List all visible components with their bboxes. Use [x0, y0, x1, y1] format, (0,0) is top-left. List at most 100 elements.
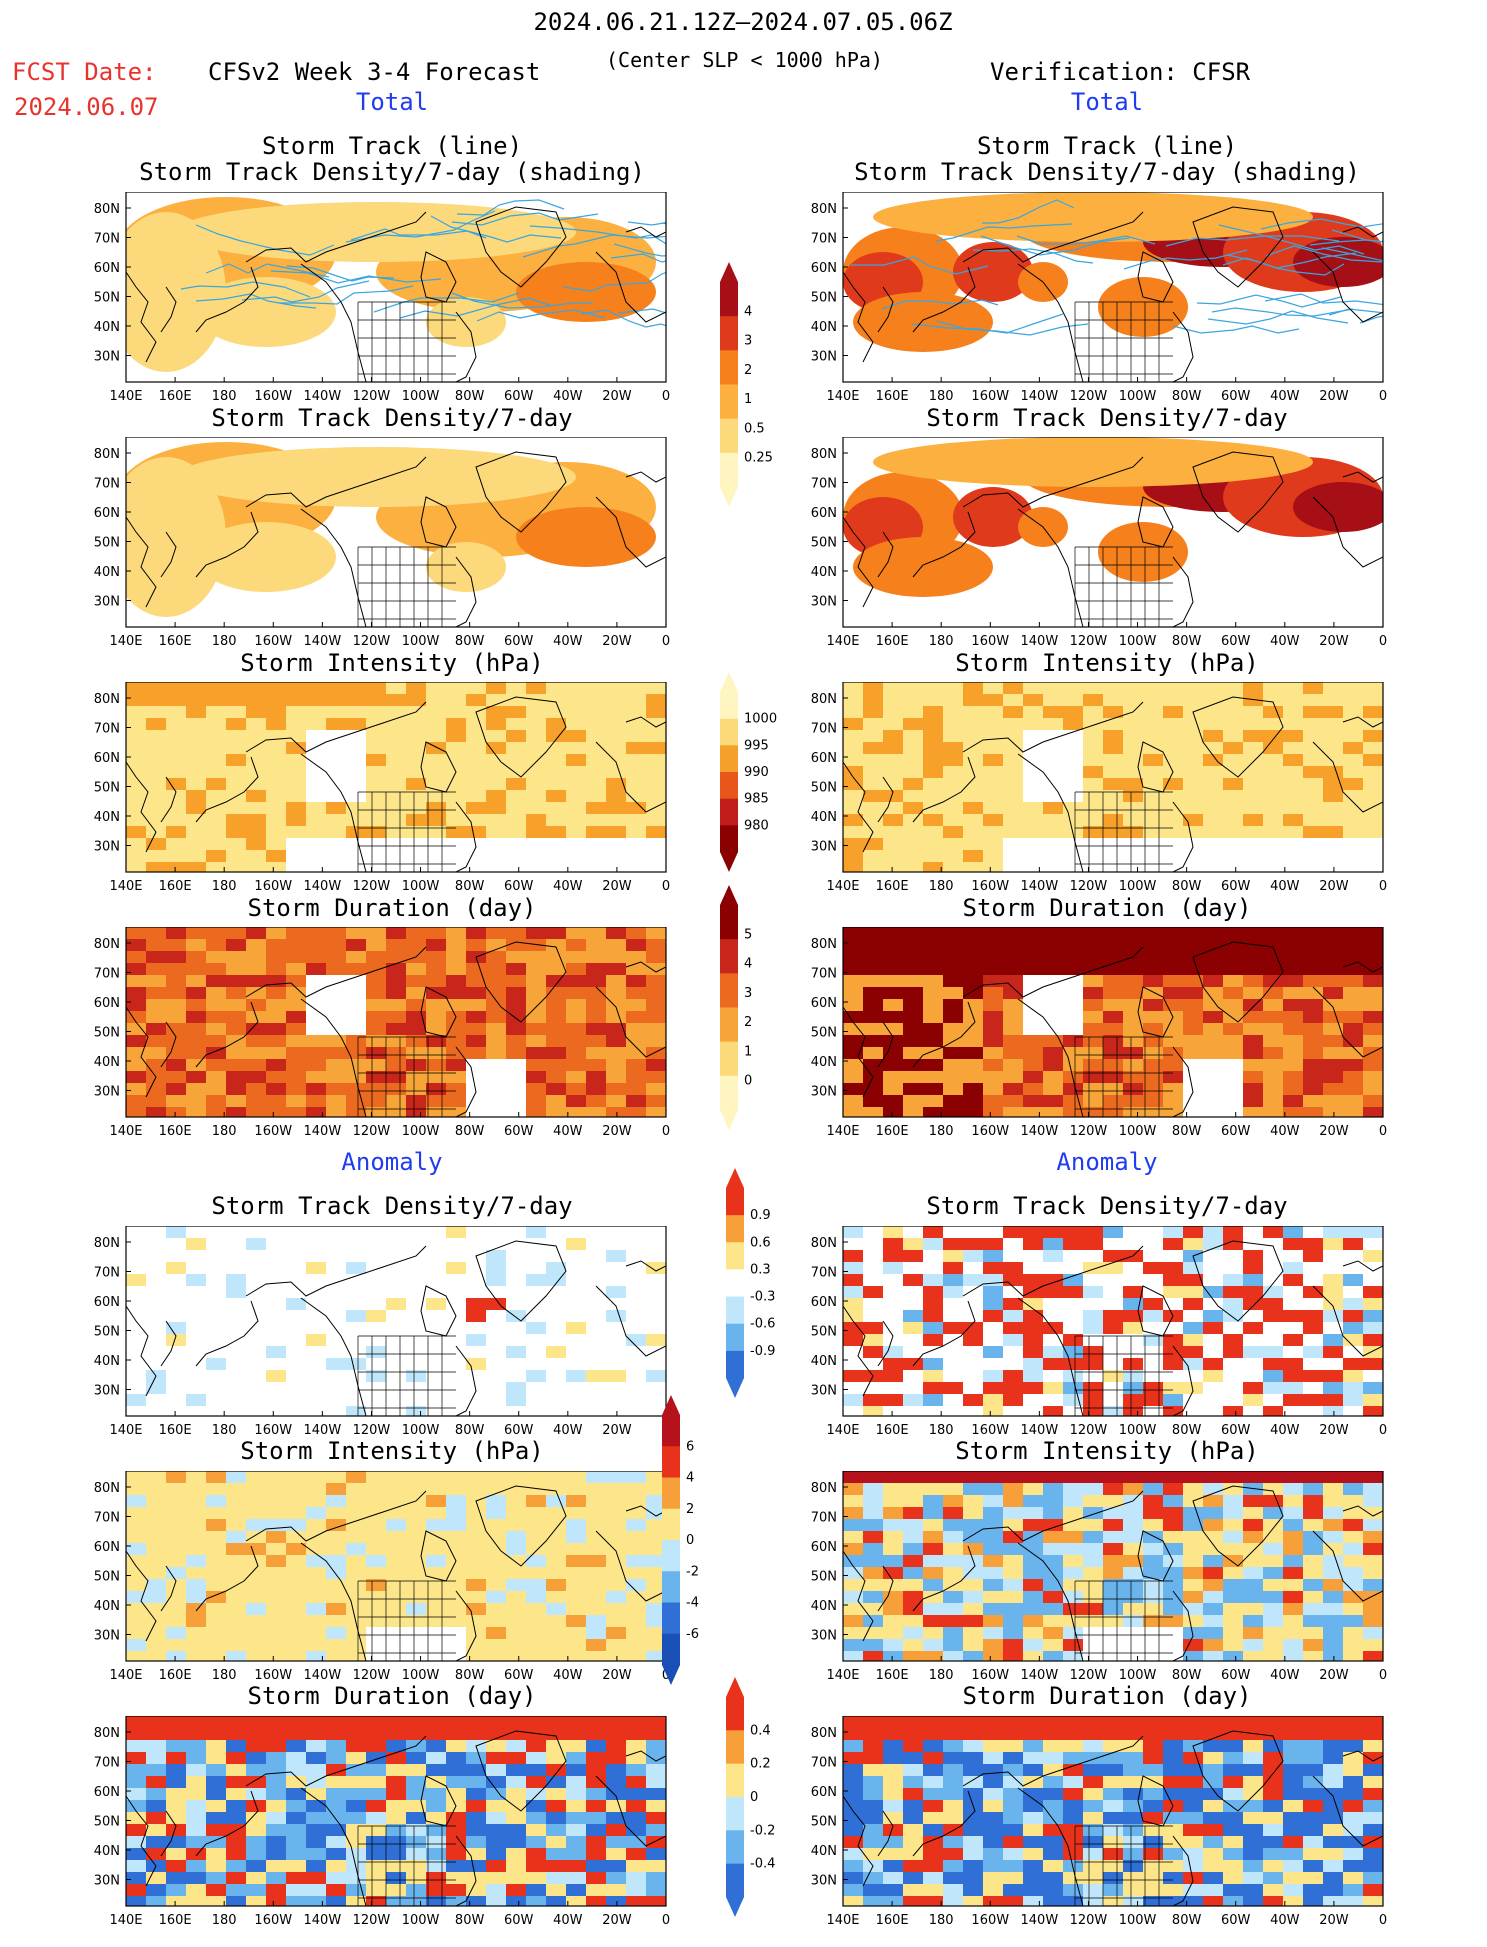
grid-cell: [306, 1860, 326, 1872]
grid-cell: [1163, 1083, 1183, 1095]
grid-cell: [466, 1035, 486, 1047]
grid-cell: [963, 1071, 983, 1083]
grid-cell: [466, 1579, 486, 1591]
lon-tick-label: 140W: [304, 879, 342, 894]
grid-cell: [426, 814, 446, 826]
lat-tick-label: 80N: [811, 1236, 837, 1251]
grid-cell: [1243, 1896, 1263, 1906]
grid-cell: [1343, 1382, 1363, 1394]
grid-cell: [1283, 814, 1303, 826]
grid-cell: [446, 1896, 466, 1906]
grid-cell: [626, 1011, 646, 1023]
grid-cell: [546, 1824, 566, 1836]
grid-cell: [1163, 975, 1183, 987]
grid-cell: [646, 939, 666, 951]
grid-cell: [883, 1047, 903, 1059]
grid-cell: [1363, 1603, 1383, 1615]
grid-cell: [1083, 975, 1103, 987]
grid-cell: [843, 790, 863, 802]
grid-cell: [1203, 1047, 1223, 1059]
grid-cell: [1123, 1483, 1143, 1495]
grid-cell: [246, 1860, 266, 1872]
grid-cell: [1363, 790, 1383, 802]
grid-cell: [286, 1764, 306, 1776]
grid-cell: [983, 1346, 1003, 1358]
grid-cell: [863, 1035, 883, 1047]
grid-cell: [266, 987, 286, 999]
grid-cell: [1003, 1310, 1023, 1322]
storm-track-line: [195, 293, 317, 309]
grid-cell: [1123, 1471, 1143, 1483]
grid-cell: [1363, 1800, 1383, 1812]
grid-cell: [883, 1370, 903, 1382]
grid-cell: [983, 706, 1003, 718]
grid-cell: [1083, 802, 1103, 814]
grid-cell: [206, 1872, 226, 1884]
grid-cell: [1223, 1716, 1243, 1728]
grid-cell: [266, 1615, 286, 1627]
density-blob: [516, 262, 656, 322]
grid-cell: [186, 1860, 206, 1872]
grid-cell: [126, 1519, 146, 1531]
lon-tick-label: 80W: [1172, 389, 1202, 404]
grid-cell: [646, 1776, 666, 1788]
grid-cell: [1223, 1812, 1243, 1824]
grid-cell: [326, 951, 346, 963]
storm-track-line: [1328, 308, 1383, 316]
lon-tick-label: 60W: [504, 389, 534, 404]
grid-cell: [306, 1059, 326, 1071]
grid-cell: [586, 1023, 606, 1035]
grid-cell: [883, 1495, 903, 1507]
grid-cell: [246, 1107, 266, 1117]
grid-cell: [1323, 987, 1343, 999]
grid-cell: [146, 754, 166, 766]
grid-cell: [1243, 1083, 1263, 1095]
grid-cell: [426, 1896, 446, 1906]
grid-cell: [1063, 1519, 1083, 1531]
grid-cell: [626, 1579, 646, 1591]
grid-cell: [923, 1023, 943, 1035]
grid-cell: [1103, 1800, 1123, 1812]
grid-cell: [206, 1752, 226, 1764]
grid-cell: [843, 1591, 863, 1603]
grid-cell: [626, 1603, 646, 1615]
grid-cell: [486, 1836, 506, 1848]
grid-cell: [226, 1716, 246, 1728]
grid-cell: [1103, 1406, 1123, 1416]
map-frame: [842, 1226, 1384, 1417]
grid-cell: [366, 1483, 386, 1495]
grid-cell: [1203, 1358, 1223, 1370]
grid-cell: [1303, 1836, 1323, 1848]
grid-cell: [1363, 1764, 1383, 1776]
grid-cell: [286, 1035, 306, 1047]
coastline: [877, 1565, 894, 1612]
grid-cell: [486, 1860, 506, 1872]
coastline: [843, 1305, 874, 1397]
grid-cell: [1323, 1800, 1343, 1812]
lat-tick-label: 80N: [94, 1481, 120, 1496]
grid-cell: [466, 975, 486, 987]
grid-cell: [1103, 1591, 1123, 1603]
grid-cell: [1163, 1471, 1183, 1483]
grid-cell: [1003, 951, 1023, 963]
grid-cell: [1183, 1812, 1203, 1824]
grid-cell: [843, 999, 863, 1011]
grid-cell: [1143, 1083, 1163, 1095]
grid-cell: [1163, 1579, 1183, 1591]
grid-cell: [586, 826, 606, 838]
grid-cell: [1263, 963, 1283, 975]
lon-tick-label: 140E: [826, 879, 859, 894]
grid-cell: [426, 730, 446, 742]
grid-cell: [1243, 975, 1263, 987]
grid-cell: [1183, 694, 1203, 706]
grid-cell: [1343, 1627, 1363, 1639]
lon-tick-label: 180: [929, 389, 954, 404]
grid-cell: [646, 1884, 666, 1896]
grid-cell: [226, 987, 246, 999]
grid-cell: [186, 1716, 206, 1728]
grid-cell: [266, 1716, 286, 1728]
grid-cell: [1103, 939, 1123, 951]
grid-cell: [1263, 1752, 1283, 1764]
grid-cell: [306, 1836, 326, 1848]
lon-tick-label: 100W: [1119, 1913, 1157, 1928]
